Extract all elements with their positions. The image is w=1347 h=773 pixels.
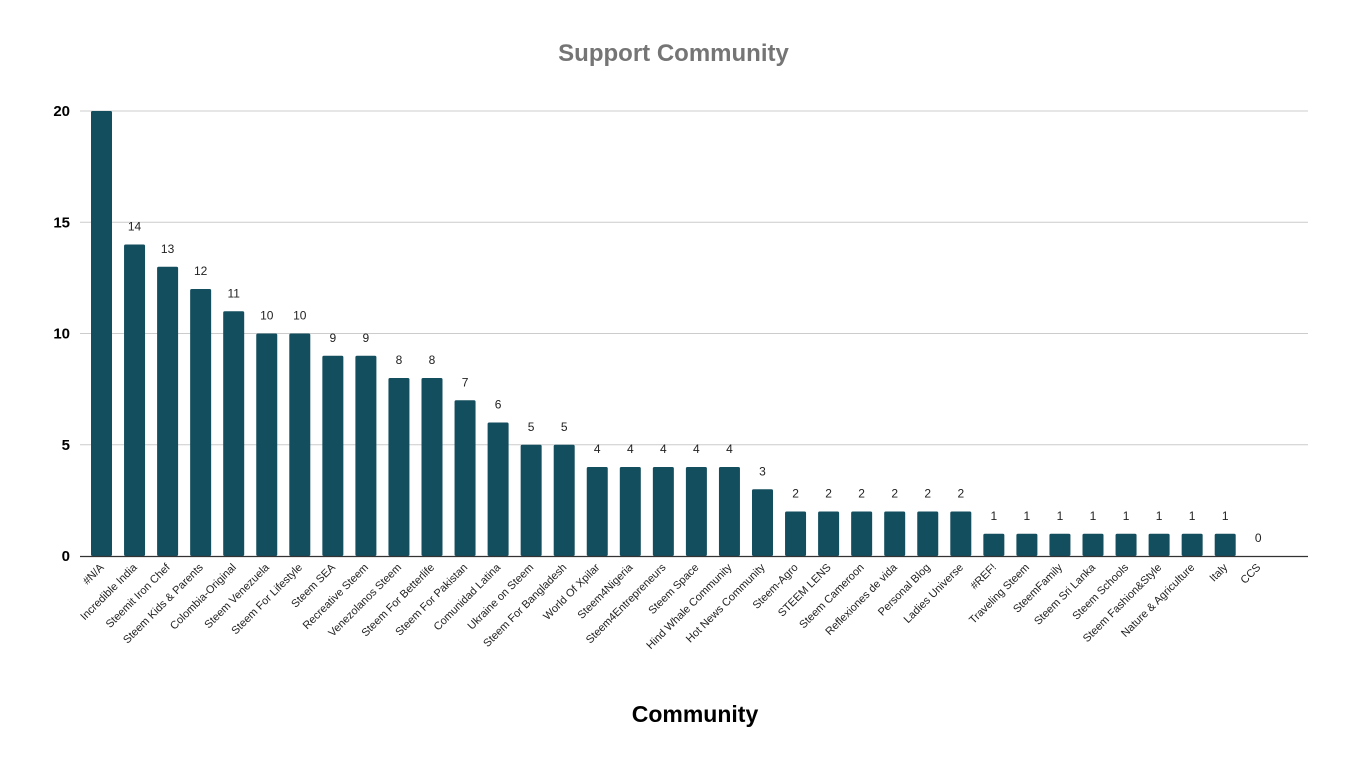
x-axis-title: Community — [631, 701, 759, 727]
bar — [91, 111, 112, 556]
bar — [1214, 533, 1236, 556]
x-tick-label: CCS — [1238, 562, 1263, 587]
bar — [851, 511, 873, 556]
y-tick-label: 5 — [62, 437, 70, 454]
data-label: 4 — [693, 442, 700, 456]
data-label: 1 — [991, 509, 998, 523]
x-tick-label: Traveling Steem — [967, 562, 1032, 627]
data-label: 2 — [957, 487, 964, 501]
bar — [785, 511, 807, 556]
data-label: 5 — [561, 420, 568, 434]
bar — [619, 467, 641, 556]
bar — [256, 333, 278, 556]
data-label: 2 — [792, 487, 799, 501]
x-tick-label: #N/A — [81, 561, 107, 587]
bar — [1049, 533, 1071, 556]
data-label: 2 — [858, 487, 865, 501]
bar — [157, 266, 179, 556]
bar — [718, 467, 740, 556]
x-tick-label: Ladies Universe — [902, 562, 966, 626]
bar — [818, 511, 840, 556]
data-label: 14 — [128, 220, 142, 234]
bar — [1181, 533, 1203, 556]
data-label: 1 — [1156, 509, 1163, 523]
data-label: 6 — [495, 398, 502, 412]
data-label: 2 — [825, 487, 832, 501]
bar — [553, 444, 575, 556]
data-label: 10 — [260, 309, 274, 323]
data-label: 1 — [1090, 509, 1097, 523]
x-tick-label: Italy — [1208, 561, 1231, 584]
y-tick-label: 0 — [62, 548, 70, 565]
bar — [1115, 533, 1137, 556]
bar — [388, 378, 410, 556]
bar — [223, 311, 245, 556]
data-label: 1 — [1222, 509, 1229, 523]
bar — [1016, 533, 1038, 556]
bar — [487, 422, 509, 556]
bar — [685, 467, 707, 556]
bar — [1082, 533, 1104, 556]
bar — [1148, 533, 1170, 556]
data-label: 4 — [726, 442, 733, 456]
bar — [124, 244, 146, 556]
data-label: 3 — [759, 464, 766, 478]
data-label: 4 — [594, 442, 601, 456]
bar — [917, 511, 939, 556]
data-label: 4 — [660, 442, 667, 456]
y-tick-label: 15 — [53, 214, 70, 231]
bar — [355, 355, 377, 556]
x-tick-label: #REF! — [968, 562, 999, 593]
x-tick-label: Incredible India — [78, 561, 140, 623]
data-label: 1 — [1123, 509, 1130, 523]
bar — [190, 289, 212, 556]
data-label: 12 — [194, 264, 208, 278]
data-label: 10 — [293, 309, 307, 323]
data-label: 1 — [1057, 509, 1064, 523]
data-label: 5 — [528, 420, 535, 434]
data-label: 9 — [363, 331, 370, 345]
bar — [421, 378, 443, 556]
bar — [454, 400, 476, 556]
data-label: 13 — [161, 242, 175, 256]
bar — [950, 511, 972, 556]
bar — [752, 489, 773, 556]
bar — [520, 444, 542, 556]
data-label: 8 — [396, 353, 403, 367]
bar — [586, 467, 608, 556]
bar — [289, 333, 311, 556]
data-label: 2 — [924, 487, 931, 501]
data-label: 8 — [429, 353, 436, 367]
bar — [652, 467, 674, 556]
data-label: 11 — [227, 286, 240, 300]
data-label: 1 — [1189, 509, 1196, 523]
bar — [884, 511, 906, 556]
y-tick-label: 20 — [53, 103, 70, 120]
data-label: 7 — [462, 375, 469, 389]
data-label: 2 — [891, 487, 898, 501]
data-label: 4 — [627, 442, 634, 456]
y-tick-label: 10 — [53, 326, 70, 343]
bar — [322, 355, 344, 556]
bar — [983, 533, 1005, 556]
data-label: 1 — [1024, 509, 1031, 523]
data-label: 0 — [1255, 531, 1262, 545]
data-label: 9 — [330, 331, 337, 345]
chart-title: Support Community — [558, 40, 789, 67]
